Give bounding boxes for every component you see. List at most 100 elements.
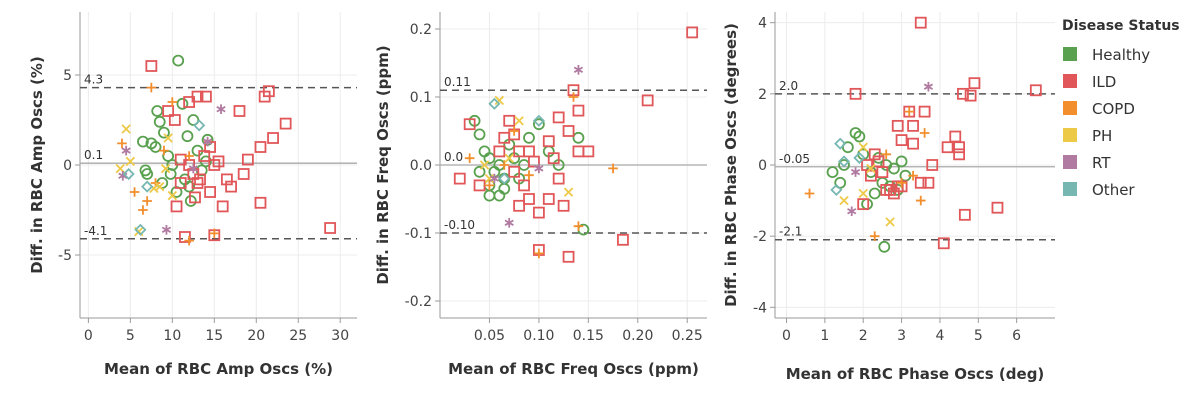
- amp-series-healthy: [137, 54, 214, 207]
- phase-x-label: Mean of RBC Phase Oscs (deg): [786, 365, 1045, 383]
- data-point: [922, 176, 935, 189]
- data-point: [193, 119, 206, 132]
- data-point: [563, 187, 574, 197]
- phase-xtick-label: 6: [1012, 328, 1021, 344]
- data-point: [878, 240, 891, 253]
- data-point: [167, 190, 178, 201]
- phase-ytick-label: 4: [758, 16, 767, 32]
- freq-series-other: [488, 97, 545, 185]
- data-point: [479, 160, 490, 170]
- data-point: [488, 97, 501, 110]
- data-point: [176, 97, 189, 110]
- data-point: [162, 105, 175, 117]
- amp-xtick-label: 10: [163, 328, 181, 344]
- data-point: [907, 119, 919, 132]
- data-point: [184, 151, 194, 161]
- phase-xtick-label: 1: [820, 328, 829, 344]
- data-point: [188, 163, 198, 174]
- data-point: [896, 177, 907, 188]
- freq-series-ild: [453, 26, 699, 263]
- data-point: [484, 173, 495, 184]
- data-point: [547, 152, 560, 165]
- data-point: [267, 132, 279, 144]
- legend-item-other: Other: [1063, 181, 1135, 199]
- data-point: [834, 137, 847, 150]
- data-point: [572, 131, 585, 144]
- data-point: [937, 237, 950, 250]
- legend-label-rt: RT: [1092, 154, 1111, 172]
- amp-series-rt: [118, 104, 226, 235]
- amp-ytick-label: -5: [58, 248, 72, 264]
- data-point: [117, 138, 127, 149]
- data-point: [209, 228, 220, 239]
- data-point: [483, 152, 496, 165]
- data-point: [503, 114, 516, 127]
- legend-swatch-other: [1063, 182, 1077, 196]
- data-point: [869, 231, 880, 241]
- data-point: [146, 82, 157, 93]
- data-point: [895, 155, 908, 168]
- data-point: [189, 191, 201, 204]
- data-point: [163, 133, 173, 143]
- phase-ref-label: -2.1: [779, 225, 802, 239]
- data-point: [572, 104, 585, 117]
- freq-xtick-label: 0.10: [523, 328, 554, 344]
- data-point: [513, 199, 526, 212]
- data-point: [534, 163, 544, 174]
- legend: Disease Status Healthy ILD COPD PH RT Other: [1062, 18, 1180, 199]
- data-point: [174, 177, 187, 189]
- data-point: [324, 222, 337, 234]
- phase-ytick-label: 0: [758, 158, 767, 174]
- data-point: [888, 187, 900, 200]
- panel-amp: 0 5 10 15 20 25 30 -5 0 5 4.3 0.1 -4.1 Mean of RBC Am…: [28, 12, 357, 378]
- phase-ytick-label: -2: [753, 229, 767, 245]
- data-point: [484, 180, 495, 191]
- data-point: [161, 225, 172, 235]
- data-point: [200, 90, 212, 103]
- data-point: [478, 145, 491, 158]
- data-point: [151, 105, 164, 117]
- amp-y-label: Diff. in RBC Amp Oscs (%): [28, 56, 46, 274]
- phase-xtick-label: 5: [974, 328, 983, 344]
- data-point: [121, 145, 131, 156]
- data-point: [172, 54, 185, 67]
- data-point: [241, 153, 254, 166]
- legend-item-ph: PH: [1063, 127, 1112, 145]
- data-point: [841, 141, 854, 154]
- legend-title: Disease Status: [1062, 18, 1180, 34]
- data-point: [181, 130, 194, 143]
- phase-ref-label: 2.0: [779, 79, 798, 93]
- data-point: [204, 141, 217, 153]
- legend-swatch-ild: [1063, 74, 1077, 88]
- freq-ref-label: 0.0: [444, 150, 463, 164]
- data-point: [885, 217, 895, 227]
- data-point: [868, 187, 881, 200]
- phase-y-label: Diff. in RBC Phase Oscs (degrees): [722, 23, 740, 307]
- data-point: [498, 131, 511, 144]
- data-point: [504, 153, 514, 163]
- data-point: [204, 186, 217, 198]
- amp-ytick-label: 5: [63, 68, 72, 84]
- data-point: [141, 180, 154, 193]
- data-point: [866, 163, 876, 174]
- data-point: [941, 141, 954, 154]
- freq-ref-label: 0.11: [444, 75, 471, 89]
- data-point: [167, 97, 178, 107]
- freq-ref-label: -0.10: [444, 218, 475, 232]
- phase-points: [804, 16, 1042, 253]
- data-point: [839, 195, 849, 206]
- data-point: [262, 85, 275, 98]
- data-point: [562, 250, 575, 263]
- amp-xtick-label: 0: [84, 328, 93, 344]
- amp-xtick-label: 15: [205, 328, 223, 344]
- freq-ytick-label: 0.1: [410, 90, 432, 106]
- data-point: [853, 151, 866, 164]
- data-point: [187, 114, 200, 126]
- data-point: [957, 87, 969, 100]
- data-point: [891, 180, 904, 193]
- legend-label-healthy: Healthy: [1092, 46, 1150, 64]
- data-point: [509, 126, 519, 136]
- data-point: [142, 196, 152, 206]
- phase-series-rt: [847, 81, 934, 217]
